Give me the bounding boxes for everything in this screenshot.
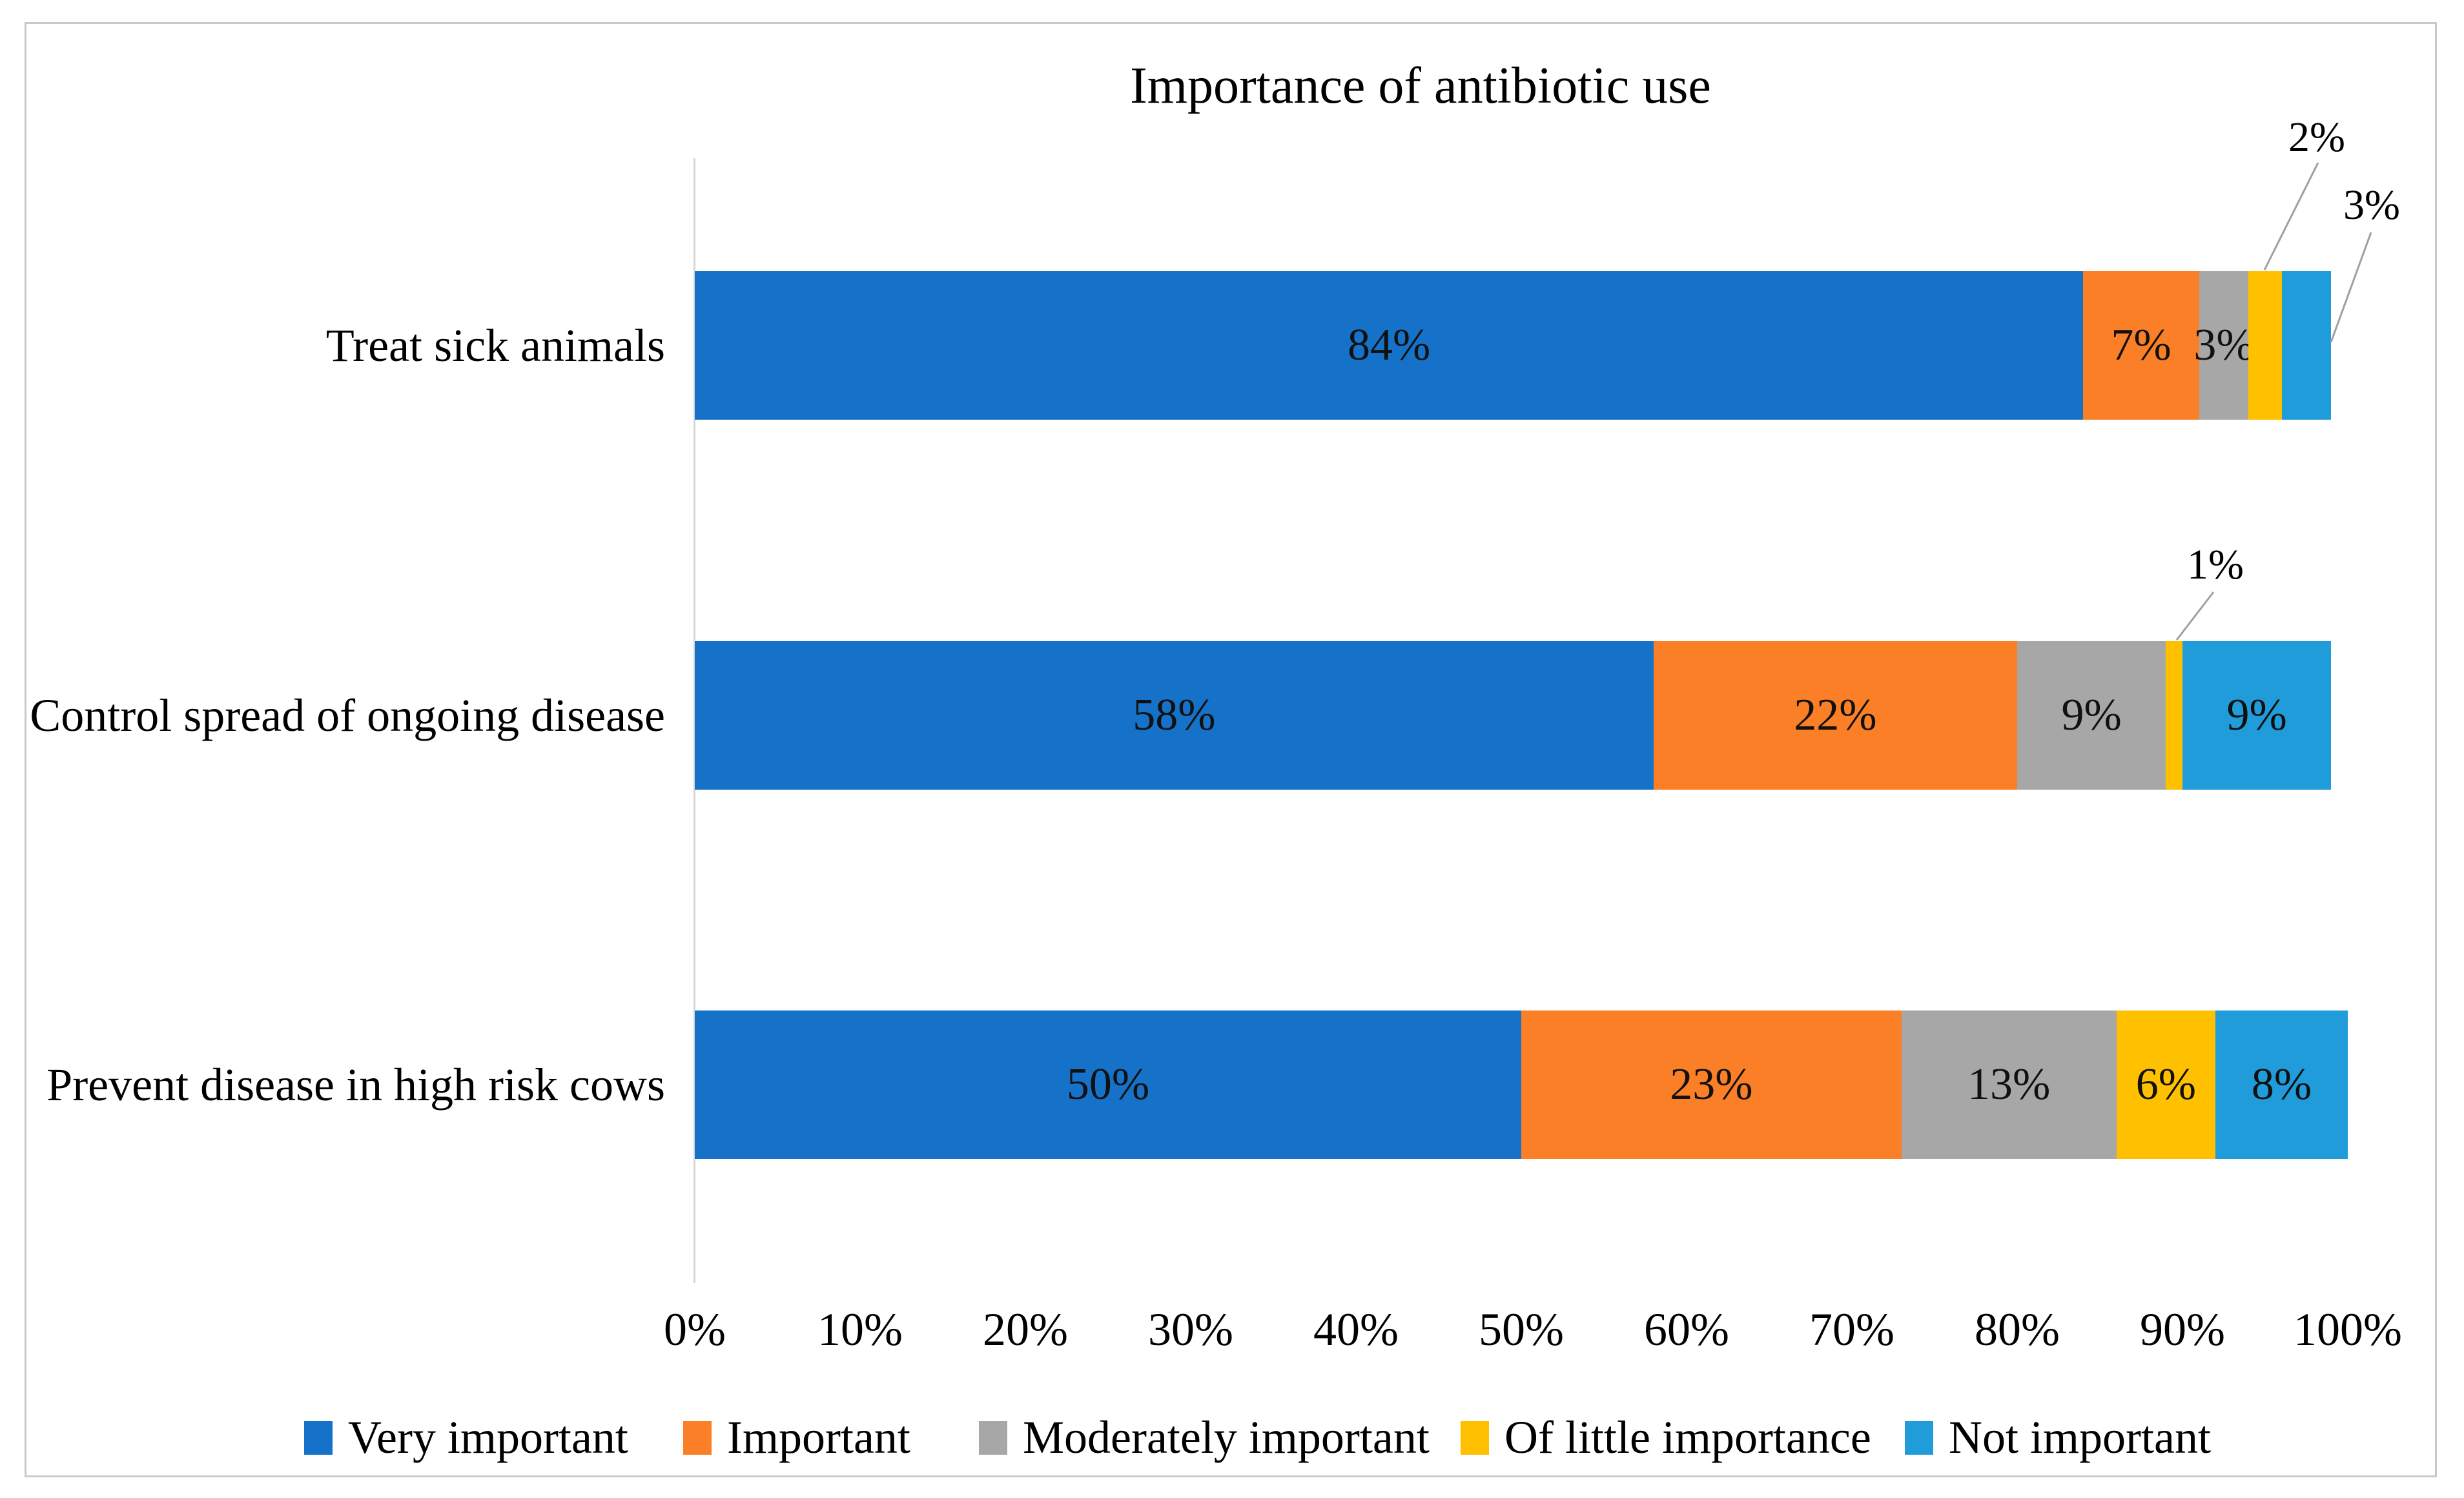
x-tick-label: 0% <box>664 1304 726 1355</box>
legend-item-important: Important <box>683 1411 910 1464</box>
x-tick-label: 90% <box>2140 1304 2225 1355</box>
segment-moderately-important: 3% <box>2193 271 2254 420</box>
bar-control-spread-of-ongoing-disease: 58% 22% 9% 9% <box>695 641 2348 790</box>
x-tick-label: 50% <box>1479 1304 1564 1355</box>
callout-label-of-little-importance: 2% <box>2288 114 2345 161</box>
x-tick-label: 80% <box>1975 1304 2060 1355</box>
category-label-prevent-disease-in-high-risk-cows: Prevent disease in high risk cows <box>46 1058 665 1111</box>
segment-value-label: 84% <box>1348 320 1431 370</box>
segment-not-important <box>2281 271 2332 420</box>
segment-value-label: 9% <box>2226 690 2287 740</box>
x-tick-label: 40% <box>1313 1304 1399 1355</box>
segment-value-label: 13% <box>1967 1060 2051 1109</box>
legend-swatch-very-important <box>304 1421 333 1455</box>
legend-item-very-important: Very important <box>304 1411 628 1464</box>
segment-of-little-importance: 6% <box>2116 1011 2216 1159</box>
legend-swatch-important <box>683 1421 712 1455</box>
segment-moderately-important: 9% <box>2017 641 2166 790</box>
legend-swatch-not-important <box>1905 1421 1933 1455</box>
segment-value-label: 50% <box>1066 1060 1150 1109</box>
x-tick-label: 30% <box>1148 1304 1233 1355</box>
segment-of-little-importance <box>2248 271 2282 420</box>
legend-label: Important <box>727 1411 910 1463</box>
segment-value-label: 22% <box>1794 690 1877 740</box>
x-tick-label: 10% <box>817 1304 903 1355</box>
segment-value-label: 3% <box>2193 320 2254 370</box>
legend-label: Moderately important <box>1023 1411 1430 1463</box>
x-tick-label: 60% <box>1644 1304 1729 1355</box>
legend-label: Not important <box>1949 1411 2211 1463</box>
segment-important: 22% <box>1653 641 2017 790</box>
legend-label: Of little importance <box>1504 1411 1871 1463</box>
bar-treat-sick-animals: 84% 7% 3% <box>695 271 2348 420</box>
y-axis-line <box>693 158 695 1283</box>
segment-value-label: 58% <box>1133 690 1216 740</box>
legend-item-moderately-important: Moderately important <box>979 1411 1430 1464</box>
callout-label-not-important: 3% <box>2343 181 2400 229</box>
segment-value-label: 7% <box>2111 320 2171 370</box>
x-tick-label: 100% <box>2294 1304 2402 1355</box>
category-label-control-spread-of-ongoing-disease: Control spread of ongoing disease <box>30 689 665 741</box>
x-tick-label: 70% <box>1809 1304 1894 1355</box>
segment-very-important: 58% <box>695 641 1654 790</box>
chart-title: Importance of antibiotic use <box>1130 57 1711 114</box>
segment-not-important: 9% <box>2182 641 2332 790</box>
segment-important: 23% <box>1521 1011 1902 1159</box>
segment-of-little-importance <box>2166 641 2182 790</box>
callout-label-of-little-importance: 1% <box>2187 541 2244 588</box>
segment-very-important: 50% <box>695 1011 1521 1159</box>
legend-item-of-little-importance: Of little importance <box>1461 1411 1871 1464</box>
segment-value-label: 23% <box>1670 1060 1753 1109</box>
segment-important: 7% <box>2083 271 2199 420</box>
segment-moderately-important: 13% <box>1901 1011 2117 1159</box>
segment-value-label: 9% <box>2061 690 2122 740</box>
legend-item-not-important: Not important <box>1905 1411 2211 1464</box>
segment-value-label: 8% <box>2251 1060 2312 1109</box>
x-tick-label: 20% <box>983 1304 1068 1355</box>
legend-swatch-of-little-importance <box>1461 1421 1489 1455</box>
segment-value-label: 6% <box>2135 1060 2197 1109</box>
category-label-treat-sick-animals: Treat sick animals <box>325 319 665 371</box>
legend-label: Very important <box>348 1411 628 1463</box>
bar-prevent-disease-in-high-risk-cows: 50% 23% 13% 6% 8% <box>695 1011 2348 1159</box>
legend-swatch-moderately-important <box>979 1421 1007 1455</box>
segment-not-important: 8% <box>2215 1011 2348 1159</box>
segment-very-important: 84% <box>695 271 2084 420</box>
